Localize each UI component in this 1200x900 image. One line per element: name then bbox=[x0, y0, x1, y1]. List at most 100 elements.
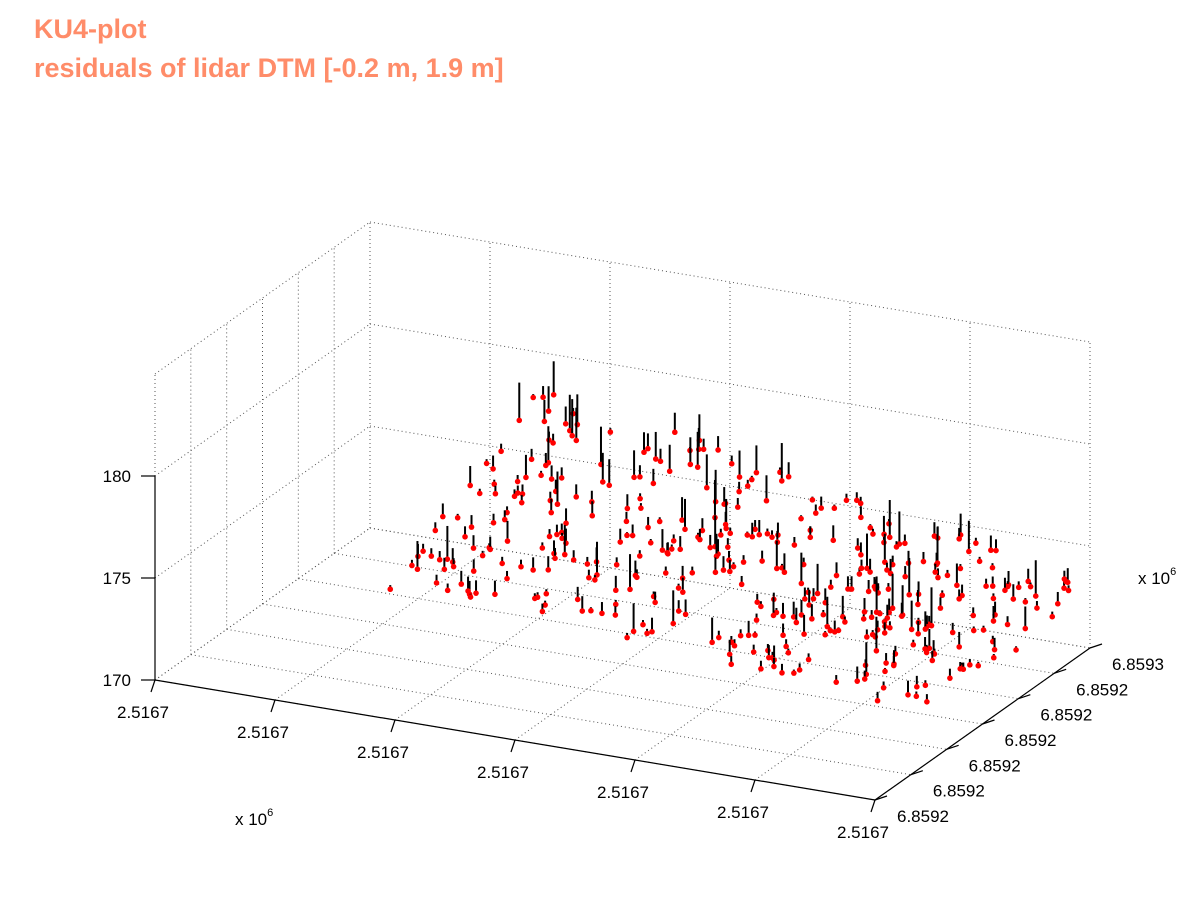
y-tick-label: 6.8592 bbox=[1076, 680, 1128, 699]
data-point-marker bbox=[885, 586, 892, 592]
data-point-marker bbox=[562, 421, 569, 427]
data-point-marker bbox=[573, 494, 580, 500]
data-point-marker bbox=[831, 505, 838, 512]
data-point-marker bbox=[492, 490, 499, 497]
data-point-marker bbox=[470, 545, 477, 551]
data-point-marker bbox=[624, 532, 630, 539]
data-point-marker bbox=[428, 553, 435, 559]
data-point-marker bbox=[906, 591, 913, 598]
data-point-marker bbox=[806, 602, 812, 608]
x-axis-multiplier: x 106 bbox=[235, 807, 273, 829]
data-point-marker bbox=[738, 581, 745, 588]
data-point-marker bbox=[682, 526, 688, 533]
data-point-marker bbox=[662, 570, 669, 576]
data-point-marker bbox=[868, 614, 875, 621]
data-point-marker bbox=[569, 432, 575, 439]
data-point-marker bbox=[528, 456, 535, 463]
data-point-marker bbox=[937, 605, 944, 611]
data-point-marker bbox=[820, 611, 827, 618]
x-axis-tick bbox=[630, 759, 636, 773]
data-point-marker bbox=[666, 468, 673, 475]
x-tick-label: 2.5167 bbox=[237, 723, 289, 742]
data-point-marker bbox=[801, 631, 807, 637]
data-point-marker bbox=[715, 447, 721, 453]
data-point-marker bbox=[736, 488, 742, 495]
data-point-marker bbox=[854, 678, 861, 684]
data-point-marker bbox=[833, 679, 840, 685]
data-point-marker bbox=[988, 547, 994, 554]
points-layer bbox=[387, 361, 1072, 705]
data-point-marker bbox=[501, 516, 508, 523]
data-point-marker bbox=[689, 570, 696, 576]
data-point-marker bbox=[664, 549, 671, 556]
y-axis-tick bbox=[946, 744, 959, 750]
data-point-marker bbox=[514, 478, 521, 485]
data-point-marker bbox=[649, 628, 655, 635]
data-point-marker bbox=[1065, 587, 1072, 594]
data-point-marker bbox=[796, 667, 803, 673]
data-point-marker bbox=[699, 527, 706, 534]
data-point-marker bbox=[870, 531, 876, 537]
data-point-marker bbox=[780, 632, 786, 639]
data-point-marker bbox=[470, 568, 477, 574]
floor-grid-line bbox=[634, 607, 851, 761]
x-axis-tick bbox=[870, 799, 876, 813]
data-point-marker bbox=[543, 590, 550, 597]
data-point-marker bbox=[720, 567, 727, 573]
data-point-marker bbox=[939, 592, 946, 599]
data-point-marker bbox=[559, 535, 565, 542]
data-point-marker bbox=[790, 614, 797, 620]
x-tick-label: 2.5167 bbox=[477, 763, 529, 782]
data-point-marker bbox=[728, 661, 735, 668]
z-tick-label: 170 bbox=[103, 671, 131, 690]
data-point-marker bbox=[1032, 593, 1039, 599]
floor-grid-line bbox=[190, 654, 911, 776]
data-point-marker bbox=[857, 500, 864, 507]
y-tick-label: 6.8592 bbox=[933, 782, 985, 801]
x-axis-tick bbox=[750, 779, 756, 793]
data-point-marker bbox=[632, 572, 639, 579]
data-point-marker bbox=[812, 510, 819, 516]
data-point-marker bbox=[881, 618, 888, 625]
data-point-marker bbox=[545, 567, 552, 573]
data-point-marker bbox=[1027, 583, 1034, 590]
data-point-marker bbox=[624, 634, 630, 641]
data-point-marker bbox=[550, 440, 556, 446]
data-point-marker bbox=[763, 497, 770, 504]
z-tick-label: 175 bbox=[103, 569, 131, 588]
back-wall-grid-line bbox=[369, 323, 1091, 445]
data-point-marker bbox=[753, 469, 760, 476]
data-point-marker bbox=[744, 483, 751, 489]
data-point-marker bbox=[687, 461, 694, 468]
data-point-marker bbox=[740, 559, 747, 565]
labels-layer: 2.5167 2.5167 2.5167 2.5167 2.5167 2.5167 2.51… bbox=[103, 467, 1177, 842]
data-point-marker bbox=[881, 630, 888, 636]
data-point-marker bbox=[798, 515, 804, 522]
data-point-marker bbox=[540, 394, 546, 401]
data-point-marker bbox=[467, 482, 473, 489]
data-point-marker bbox=[523, 474, 529, 481]
data-point-marker bbox=[774, 565, 780, 572]
data-point-marker bbox=[853, 497, 860, 504]
data-point-marker bbox=[785, 473, 792, 480]
data-point-marker bbox=[924, 699, 930, 705]
data-point-marker bbox=[805, 656, 812, 663]
data-point-marker bbox=[854, 545, 861, 551]
data-point-marker bbox=[558, 529, 565, 536]
data-point-marker bbox=[848, 586, 855, 592]
data-point-marker bbox=[700, 446, 707, 453]
back-wall-grid-line bbox=[369, 425, 1091, 547]
data-point-marker bbox=[929, 657, 936, 664]
data-point-marker bbox=[668, 546, 675, 552]
y-axis-tick bbox=[1018, 694, 1031, 700]
data-point-marker bbox=[487, 546, 494, 553]
data-point-marker bbox=[473, 590, 479, 596]
data-point-marker bbox=[694, 464, 701, 470]
data-point-marker bbox=[791, 670, 797, 676]
data-point-marker bbox=[1022, 599, 1029, 605]
x-tick-label: 2.5167 bbox=[597, 783, 649, 802]
data-point-marker bbox=[1013, 647, 1019, 653]
data-point-marker bbox=[902, 540, 908, 547]
floor-grid-line bbox=[298, 578, 1019, 700]
data-point-marker bbox=[641, 449, 647, 456]
